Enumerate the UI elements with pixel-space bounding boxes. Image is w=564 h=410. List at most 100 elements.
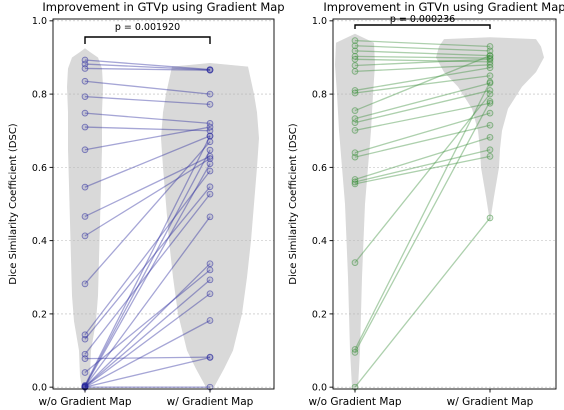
point-with [206,354,214,361]
pair-line [354,136,491,181]
point-with [486,98,494,105]
point-with [486,47,494,55]
pair-line [84,158,211,237]
violin-with [161,63,259,388]
point-without [81,146,89,154]
point-with [206,276,214,284]
pair-line [354,39,491,48]
point-with [486,64,494,72]
chart-title: Improvement in GTVn using Gradient Map [323,0,564,14]
y-tick-label: 1.0 [312,16,327,27]
pair-line [84,356,211,360]
pair-line [354,112,491,154]
point-with [206,260,214,268]
pair-line [84,59,211,71]
pair-line [84,126,211,151]
point-without [81,109,89,117]
point-with [206,167,214,175]
y-tick-label: 0.0 [312,383,327,394]
point-without [81,93,89,101]
y-ticks: 0.0 0.2 0.4 0.6 0.8 1.0 [32,16,211,394]
y-tick-label: 0.6 [32,163,47,174]
pair-line [84,319,211,388]
pair-lines [354,39,491,388]
pair-line [84,163,211,387]
point-with [486,90,494,98]
violin-with [436,37,544,223]
significance-bracket [354,24,491,29]
point-without [351,119,359,127]
pair-line [354,101,491,353]
gridlines [333,20,556,388]
point-with [486,146,494,154]
pair-line [354,93,491,264]
point-with [486,109,494,117]
gridlines [53,20,274,388]
pair-line [354,58,491,67]
pair-line [84,216,211,387]
point-with [206,183,214,191]
point-without [351,178,359,186]
pair-line [84,67,211,71]
pair-line [84,170,211,336]
point-with [206,266,214,274]
point-with [486,133,494,141]
data-points [81,56,214,391]
point-without [351,107,359,114]
pair-line [354,82,491,120]
y-tick-label: 0.6 [312,163,327,174]
gtvn-panel: 0.0 0.2 0.4 0.6 0.8 1.0 w/o Gradient Map w/ G… [288,0,564,408]
pair-line [354,102,491,132]
pair-line [84,263,211,388]
x-tick-without: w/o Gradient Map [38,396,131,408]
violin-without [335,33,375,388]
axes-frame [52,18,275,390]
point-without [351,259,359,266]
point-without [351,89,359,97]
point-with [206,66,214,74]
point-without [81,77,89,85]
pair-line [84,141,211,285]
point-with [486,214,494,222]
pair-line [84,96,211,106]
pair-lines [84,59,211,388]
point-without [81,232,89,240]
point-without [351,55,359,63]
point-without [351,62,359,69]
point-without [81,183,89,191]
pair-line [84,63,211,71]
point-without [351,47,359,55]
point-with [206,290,214,298]
y-tick-label: 0.8 [32,89,47,100]
point-without [81,65,89,72]
y-axis-label: Dice Similarity Coefficient (DSC) [8,123,19,284]
point-without [81,335,89,343]
x-tick-without: w/o Gradient Map [308,396,401,408]
point-with [206,146,214,154]
y-ticks: 0.0 0.2 0.4 0.6 0.8 1.0 [312,16,491,394]
p-value-annotation: p = 0.001920 [115,22,180,33]
pair-line [84,135,211,188]
pair-line [354,55,491,59]
pair-line [354,50,491,57]
y-tick-label: 0.2 [312,309,327,320]
pair-line [354,64,491,73]
y-tick-label: 0.4 [312,236,327,247]
point-with [206,90,214,98]
point-with [486,52,494,59]
pair-line [354,149,491,183]
point-with [206,160,214,168]
pair-line [84,135,211,386]
point-without [81,213,89,220]
point-with [206,190,214,198]
point-without [351,180,359,188]
pair-line [354,155,491,185]
pair-line [354,67,491,92]
point-without [351,37,359,44]
point-with [206,123,214,131]
pair-line [84,112,211,125]
pair-line [84,269,211,374]
y-tick-label: 0.2 [32,309,47,320]
gtvp-panel: 0.0 0.2 0.4 0.6 0.8 1.0 w/o Gradient Map w/ G… [8,0,285,408]
pair-line [84,293,211,388]
